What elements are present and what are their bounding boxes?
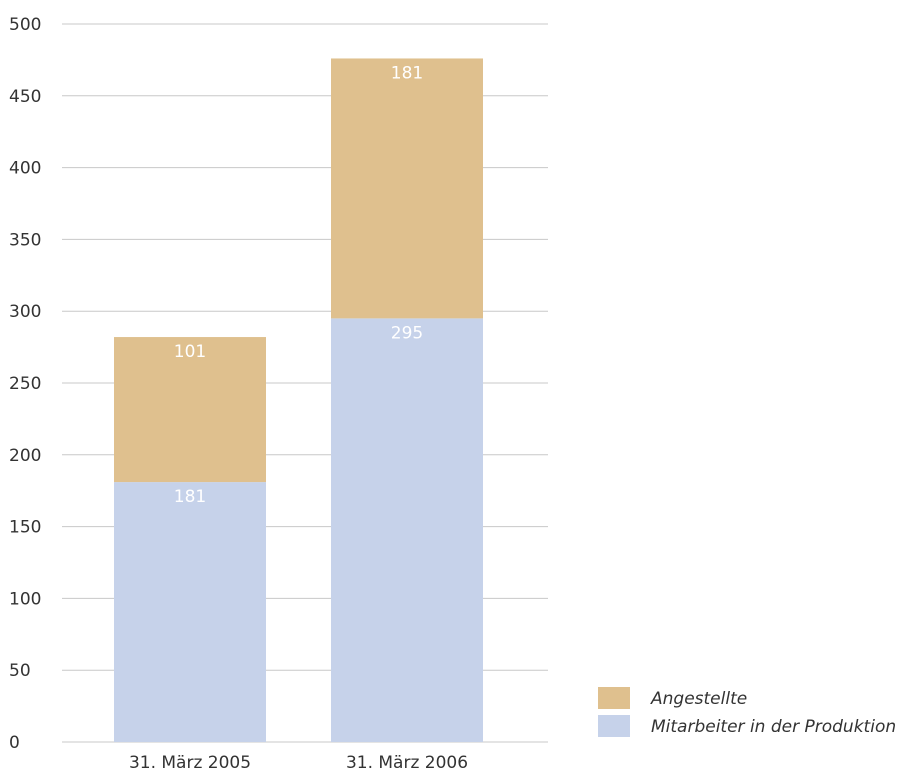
bar-mitarbeiter-in-der-produktion-0 [114,482,266,742]
y-tick-label: 100 [9,589,41,609]
x-axis-ticks: 31. März 2005 31. März 2006 [129,753,468,773]
y-tick-label: 200 [9,446,41,466]
data-label: 181 [174,487,206,507]
bars [114,58,483,742]
data-labels: 181 101 295 181 [174,63,423,507]
bar-angestellte-1 [331,58,483,319]
legend-label-angestellte: Angestellte [650,689,747,709]
y-tick-label: 300 [9,302,41,322]
y-tick-label: 0 [9,733,20,753]
legend-label-mitarbeiter-in-der-produktion: Mitarbeiter in der Produktion [651,717,896,737]
data-label: 181 [391,63,423,83]
y-tick-label: 400 [9,159,41,179]
y-tick-label: 50 [9,661,31,681]
data-label: 101 [174,342,206,362]
bar-mitarbeiter-in-der-produktion-1 [331,318,483,742]
y-tick-label: 450 [9,87,41,107]
y-axis-ticks: 0 50 100 150 200 250 300 350 400 450 500 [9,15,41,753]
legend-swatch-angestellte [598,687,630,709]
x-tick-label: 31. März 2006 [346,753,468,773]
x-tick-label: 31. März 2005 [129,753,251,773]
y-tick-label: 150 [9,518,41,538]
data-label: 295 [391,323,423,343]
y-tick-label: 500 [9,15,41,35]
legend-swatch-mitarbeiter-in-der-produktion [598,715,630,737]
y-tick-label: 250 [9,374,41,394]
bar-angestellte-0 [114,337,266,483]
y-tick-label: 350 [9,230,41,250]
legend: Angestellte Mitarbeiter in der Produktion [598,687,896,737]
